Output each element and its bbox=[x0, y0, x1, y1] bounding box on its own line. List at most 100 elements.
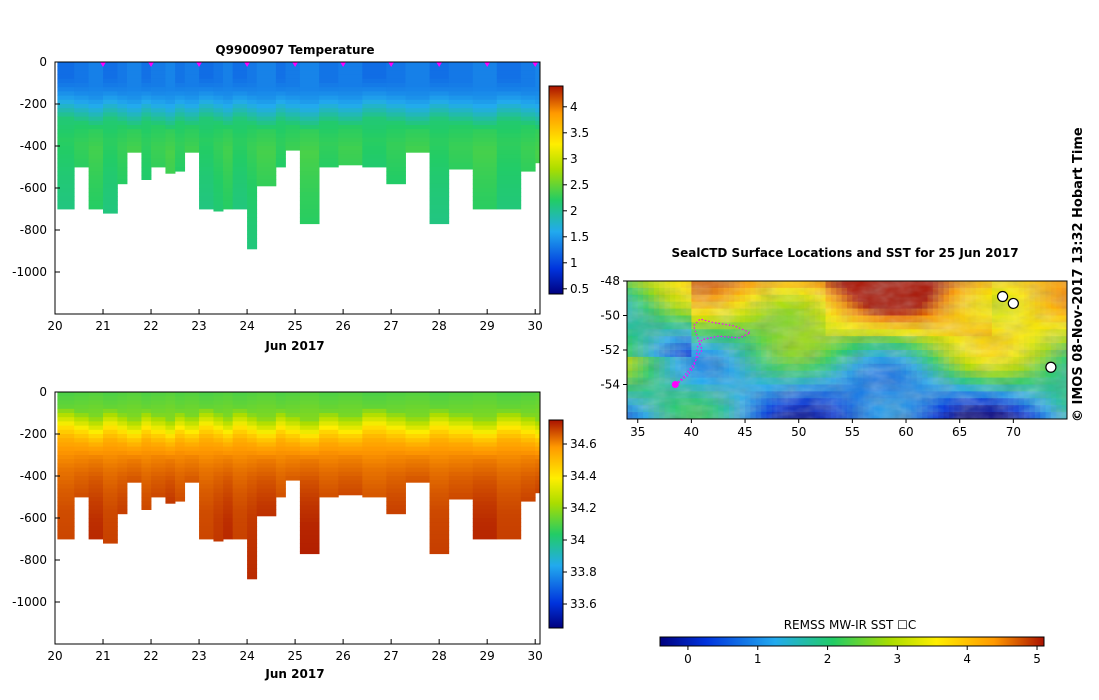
section-cell bbox=[74, 137, 90, 143]
section-cell bbox=[472, 442, 498, 447]
section-cell bbox=[386, 78, 406, 84]
section-cell bbox=[213, 492, 224, 498]
section-cell bbox=[223, 484, 234, 489]
section-cell bbox=[448, 99, 474, 105]
section-cell bbox=[232, 104, 248, 109]
section-cell bbox=[448, 167, 474, 170]
section-cell bbox=[386, 179, 406, 185]
section-cell bbox=[57, 62, 75, 67]
section-cell bbox=[57, 442, 75, 447]
section-cell bbox=[338, 459, 363, 464]
section-cell bbox=[520, 488, 536, 494]
section-cell bbox=[256, 425, 277, 431]
section-cell bbox=[535, 129, 541, 134]
section-cell bbox=[496, 162, 522, 168]
section-cell bbox=[151, 120, 166, 126]
section-cell bbox=[223, 438, 234, 443]
section-cell bbox=[319, 459, 339, 464]
section-cell bbox=[535, 442, 541, 447]
section-cell bbox=[57, 450, 75, 456]
section-cell bbox=[165, 480, 176, 485]
section-cell bbox=[141, 429, 152, 435]
section-cell bbox=[103, 450, 118, 456]
section-cell bbox=[472, 425, 498, 431]
section-cell bbox=[117, 120, 128, 126]
section-cell bbox=[117, 87, 128, 92]
section-cell bbox=[223, 463, 234, 468]
section-cell bbox=[184, 446, 200, 452]
section-cell bbox=[117, 179, 128, 185]
section-cell bbox=[386, 505, 406, 510]
section-cell bbox=[275, 133, 286, 138]
section-cell bbox=[175, 396, 186, 401]
section-cell bbox=[103, 167, 118, 172]
section-cell bbox=[117, 509, 128, 515]
section-cell bbox=[127, 408, 142, 414]
section-cell bbox=[213, 192, 224, 197]
section-cell bbox=[223, 522, 234, 527]
section-cell bbox=[362, 104, 387, 109]
section-cell bbox=[338, 74, 363, 80]
sst-cell bbox=[809, 419, 815, 427]
section-cell bbox=[319, 476, 339, 481]
section-cell bbox=[520, 492, 536, 498]
section-cell bbox=[386, 404, 406, 410]
section-cell bbox=[472, 392, 498, 397]
section-cell bbox=[213, 501, 224, 506]
section-cell bbox=[88, 463, 104, 468]
section-cell bbox=[472, 463, 498, 468]
section-cell bbox=[448, 162, 474, 168]
section-cell bbox=[247, 154, 258, 159]
section-cell bbox=[213, 539, 224, 542]
section-cell bbox=[199, 91, 214, 96]
section-cell bbox=[199, 446, 214, 452]
section-cell bbox=[199, 150, 214, 155]
section-cell bbox=[199, 526, 214, 531]
section-cell bbox=[74, 104, 90, 109]
temperature-colorbar-ticks: 0.511.522.533.54 bbox=[563, 100, 589, 296]
section-cell bbox=[275, 434, 286, 439]
x-tick-label: 28 bbox=[432, 649, 447, 663]
section-cell bbox=[57, 70, 75, 75]
section-cell bbox=[223, 125, 234, 130]
section-cell bbox=[472, 129, 498, 134]
section-cell bbox=[199, 509, 214, 515]
section-cell bbox=[429, 429, 450, 435]
section-cell bbox=[103, 434, 118, 439]
section-cell bbox=[535, 99, 541, 105]
section-cell bbox=[117, 425, 128, 431]
section-cell bbox=[520, 141, 536, 147]
section-cell bbox=[88, 95, 104, 101]
section-cell bbox=[151, 463, 166, 468]
section-cell bbox=[338, 62, 363, 67]
section-cell bbox=[299, 158, 320, 164]
section-cell bbox=[199, 99, 214, 105]
section-cell bbox=[223, 421, 234, 426]
section-cell bbox=[496, 459, 522, 464]
section-cell bbox=[319, 467, 339, 473]
section-cell bbox=[151, 455, 166, 460]
section-cell bbox=[223, 91, 234, 96]
section-cell bbox=[199, 120, 214, 126]
section-cell bbox=[127, 404, 142, 410]
section-cell bbox=[103, 501, 118, 506]
section-cell bbox=[448, 463, 474, 468]
section-cell bbox=[299, 551, 320, 555]
section-cell bbox=[256, 108, 277, 113]
section-cell bbox=[151, 95, 166, 101]
section-cell bbox=[535, 484, 541, 489]
section-cell bbox=[127, 463, 142, 468]
section-cell bbox=[386, 99, 406, 105]
section-cell bbox=[184, 95, 200, 101]
section-cell bbox=[213, 497, 224, 502]
section-cell bbox=[88, 204, 104, 210]
section-cell bbox=[247, 192, 258, 197]
section-cell bbox=[127, 112, 142, 117]
section-cell bbox=[57, 513, 75, 519]
section-cell bbox=[362, 125, 387, 130]
section-cell bbox=[165, 392, 176, 397]
section-cell bbox=[74, 434, 90, 439]
section-cell bbox=[165, 78, 176, 84]
section-cell bbox=[151, 492, 166, 498]
section-cell bbox=[247, 217, 258, 222]
